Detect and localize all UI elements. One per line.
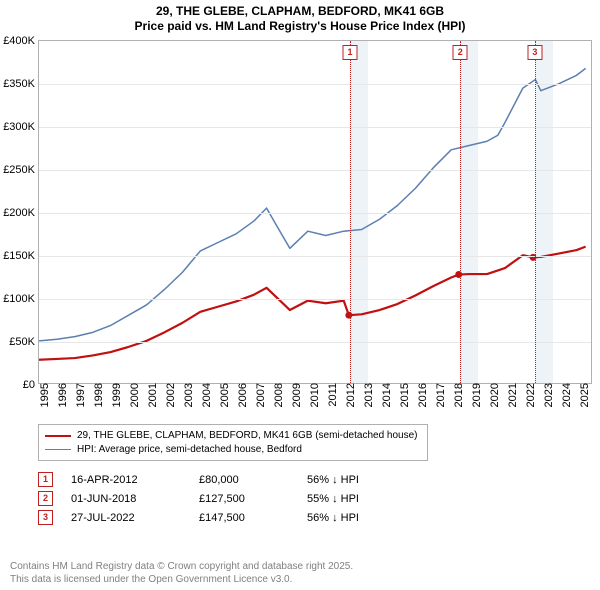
gridline xyxy=(39,342,591,343)
x-axis-label: 2005 xyxy=(215,383,231,407)
gridline xyxy=(39,299,591,300)
sale-delta: 56% ↓ HPI xyxy=(307,512,359,524)
y-axis-label: £350K xyxy=(3,78,39,90)
chart-title: 29, THE GLEBE, CLAPHAM, BEDFORD, MK41 6G… xyxy=(0,0,600,34)
sale-marker-line xyxy=(460,41,461,383)
legend-row: 29, THE GLEBE, CLAPHAM, BEDFORD, MK41 6G… xyxy=(45,429,421,443)
legend-box: 29, THE GLEBE, CLAPHAM, BEDFORD, MK41 6G… xyxy=(38,424,428,461)
gridline xyxy=(39,170,591,171)
legend-swatch xyxy=(45,449,71,450)
table-row: 3 27-JUL-2022 £147,500 56% ↓ HPI xyxy=(38,510,359,525)
sale-marker-line xyxy=(350,41,351,383)
y-axis-label: £250K xyxy=(3,164,39,176)
sale-date: 27-JUL-2022 xyxy=(71,512,181,524)
sale-price: £80,000 xyxy=(199,474,289,486)
gridline xyxy=(39,256,591,257)
y-axis-label: £300K xyxy=(3,121,39,133)
x-axis-label: 2015 xyxy=(395,383,411,407)
sale-marker-label: 1 xyxy=(342,45,357,60)
sale-date: 01-JUN-2018 xyxy=(71,493,181,505)
x-axis-label: 2025 xyxy=(575,383,591,407)
legend-label: HPI: Average price, semi-detached house,… xyxy=(77,443,302,457)
x-axis-label: 2011 xyxy=(323,383,339,407)
chart-plot-area: £0£50K£100K£150K£200K£250K£300K£350K£400… xyxy=(38,40,592,384)
table-row: 1 16-APR-2012 £80,000 56% ↓ HPI xyxy=(38,472,359,487)
x-axis-label: 2013 xyxy=(359,383,375,407)
x-axis-label: 2022 xyxy=(521,383,537,407)
x-axis-label: 2012 xyxy=(341,383,357,407)
x-axis-label: 2004 xyxy=(197,383,213,407)
y-axis-label: £100K xyxy=(3,293,39,305)
x-axis-label: 2014 xyxy=(377,383,393,407)
sales-table: 1 16-APR-2012 £80,000 56% ↓ HPI 2 01-JUN-2018… xyxy=(38,468,359,529)
sale-marker-line xyxy=(535,41,536,383)
x-axis-label: 2016 xyxy=(413,383,429,407)
sale-delta: 55% ↓ HPI xyxy=(307,493,359,505)
sale-delta: 56% ↓ HPI xyxy=(307,474,359,486)
x-axis-label: 1996 xyxy=(53,383,69,407)
gridline xyxy=(39,84,591,85)
x-axis-label: 2017 xyxy=(431,383,447,407)
x-axis-label: 1995 xyxy=(35,383,51,407)
x-axis-label: 2018 xyxy=(449,383,465,407)
x-axis-label: 2001 xyxy=(143,383,159,407)
y-axis-label: £150K xyxy=(3,250,39,262)
y-axis-label: £200K xyxy=(3,207,39,219)
legend-swatch xyxy=(45,435,71,437)
title-line2: Price paid vs. HM Land Registry's House … xyxy=(135,19,466,33)
sale-marker-label: 3 xyxy=(527,45,542,60)
sale-date: 16-APR-2012 xyxy=(71,474,181,486)
sale-price: £147,500 xyxy=(199,512,289,524)
legend-row: HPI: Average price, semi-detached house,… xyxy=(45,443,421,457)
x-axis-label: 2010 xyxy=(305,383,321,407)
table-row-index: 2 xyxy=(38,491,53,506)
x-axis-label: 2021 xyxy=(503,383,519,407)
sale-marker-label: 2 xyxy=(453,45,468,60)
table-row: 2 01-JUN-2018 £127,500 55% ↓ HPI xyxy=(38,491,359,506)
x-axis-label: 2023 xyxy=(539,383,555,407)
x-axis-label: 2002 xyxy=(161,383,177,407)
sale-marker-dot xyxy=(345,312,352,319)
sale-price: £127,500 xyxy=(199,493,289,505)
x-axis-label: 1998 xyxy=(89,383,105,407)
gridline xyxy=(39,127,591,128)
x-axis-label: 2008 xyxy=(269,383,285,407)
x-axis-label: 2007 xyxy=(251,383,267,407)
x-axis-label: 2003 xyxy=(179,383,195,407)
y-axis-label: £400K xyxy=(3,35,39,47)
table-row-index: 3 xyxy=(38,510,53,525)
x-axis-label: 2006 xyxy=(233,383,249,407)
x-axis-label: 1999 xyxy=(107,383,123,407)
x-axis-label: 1997 xyxy=(71,383,87,407)
title-line1: 29, THE GLEBE, CLAPHAM, BEDFORD, MK41 6G… xyxy=(156,4,444,18)
x-axis-label: 2019 xyxy=(467,383,483,407)
x-axis-label: 2024 xyxy=(557,383,573,407)
x-axis-label: 2020 xyxy=(485,383,501,407)
footer-attribution: Contains HM Land Registry data © Crown c… xyxy=(10,561,353,586)
data-series xyxy=(39,68,586,341)
footer-line1: Contains HM Land Registry data © Crown c… xyxy=(10,561,353,572)
gridline xyxy=(39,213,591,214)
footer-line2: This data is licensed under the Open Gov… xyxy=(10,574,292,585)
table-row-index: 1 xyxy=(38,472,53,487)
legend-label: 29, THE GLEBE, CLAPHAM, BEDFORD, MK41 6G… xyxy=(77,429,418,443)
x-axis-label: 2009 xyxy=(287,383,303,407)
x-axis-label: 2000 xyxy=(125,383,141,407)
y-axis-label: £50K xyxy=(9,336,39,348)
